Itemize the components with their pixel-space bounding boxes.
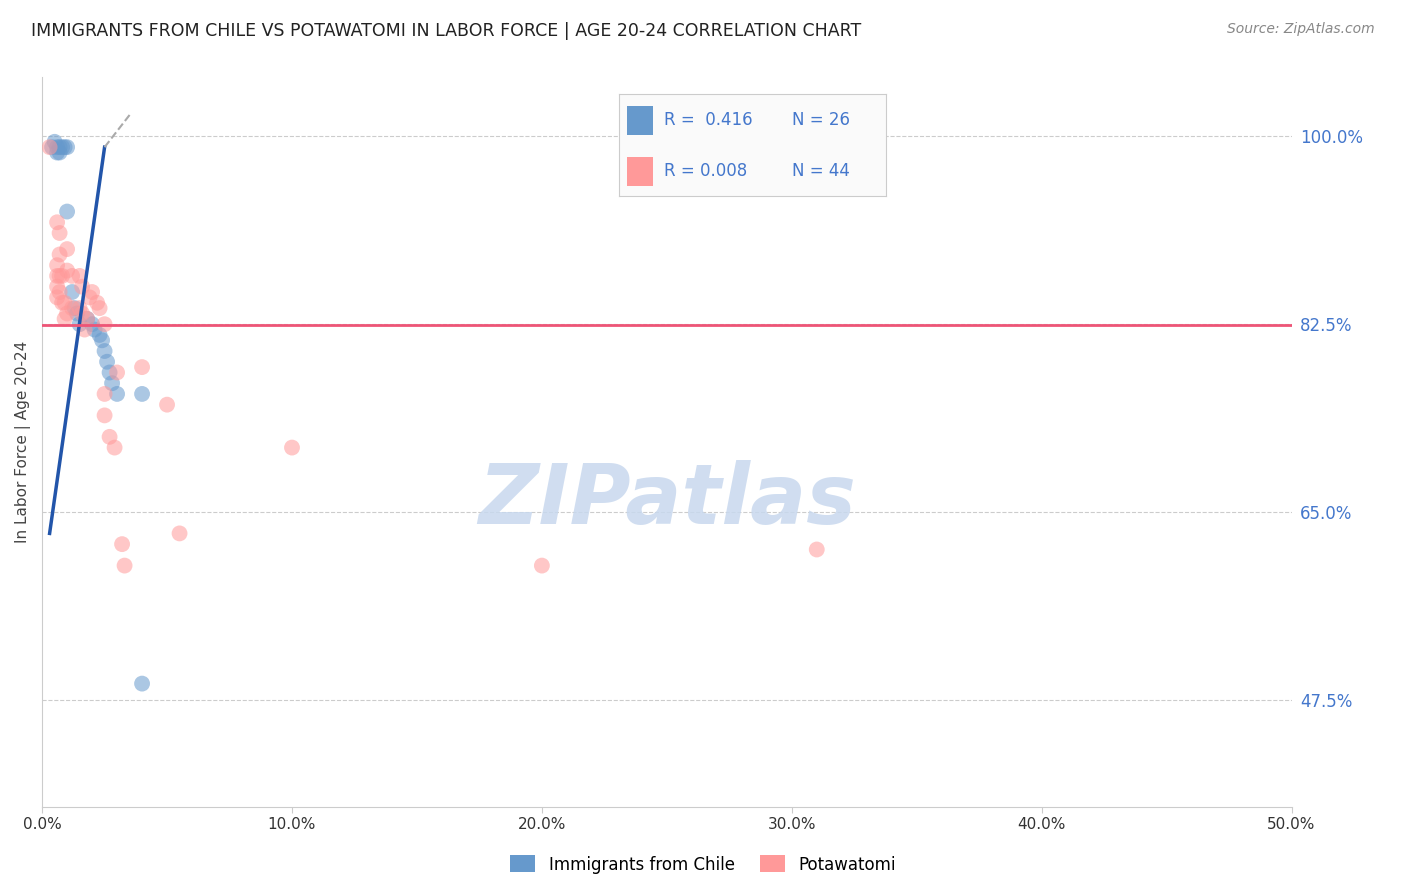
Point <box>98 366 121 380</box>
Point <box>93 409 115 423</box>
Point <box>806 542 828 557</box>
Text: ZIPatlas: ZIPatlas <box>478 460 856 541</box>
Point <box>48 140 70 154</box>
Point <box>80 317 103 331</box>
Point <box>93 317 115 331</box>
Point <box>60 268 83 283</box>
Point <box>53 295 76 310</box>
Point <box>51 268 73 283</box>
Point <box>83 322 105 336</box>
Point <box>79 290 101 304</box>
Point <box>46 140 69 154</box>
Point <box>63 301 86 315</box>
Point <box>69 317 91 331</box>
Point <box>53 140 76 154</box>
Point <box>56 204 79 219</box>
Point <box>131 360 153 375</box>
Point <box>281 441 304 455</box>
Point <box>48 226 70 240</box>
Point <box>103 441 125 455</box>
Point <box>105 366 128 380</box>
Point <box>46 215 69 229</box>
Point <box>530 558 553 573</box>
Point <box>56 306 79 320</box>
Point <box>44 135 66 149</box>
Text: N = 44: N = 44 <box>793 162 851 180</box>
Point <box>96 355 118 369</box>
Point <box>105 387 128 401</box>
Point <box>48 247 70 261</box>
Text: R =  0.416: R = 0.416 <box>664 111 752 128</box>
Point <box>46 290 69 304</box>
Point <box>56 140 79 154</box>
Point <box>48 268 70 283</box>
Bar <box>627 106 654 135</box>
Point <box>46 279 69 293</box>
Y-axis label: In Labor Force | Age 20-24: In Labor Force | Age 20-24 <box>15 341 31 543</box>
Point <box>101 376 124 391</box>
Point <box>41 140 63 154</box>
Point <box>48 145 70 160</box>
Point <box>56 263 79 277</box>
Point <box>93 387 115 401</box>
Point <box>69 268 91 283</box>
Point <box>46 268 69 283</box>
Point <box>131 676 153 690</box>
Point <box>66 306 89 320</box>
Text: IMMIGRANTS FROM CHILE VS POTAWATOMI IN LABOR FORCE | AGE 20-24 CORRELATION CHART: IMMIGRANTS FROM CHILE VS POTAWATOMI IN L… <box>31 22 862 40</box>
Point <box>51 295 73 310</box>
Point <box>53 311 76 326</box>
Point <box>93 344 115 359</box>
Point <box>91 333 114 347</box>
Point <box>111 537 134 551</box>
Point <box>114 558 136 573</box>
Point <box>131 387 153 401</box>
Point <box>46 258 69 272</box>
Text: N = 26: N = 26 <box>793 111 851 128</box>
Point <box>69 301 91 315</box>
Point <box>156 398 179 412</box>
Point <box>76 311 98 326</box>
Text: Source: ZipAtlas.com: Source: ZipAtlas.com <box>1227 22 1375 37</box>
Bar <box>627 157 654 186</box>
Point <box>86 295 108 310</box>
Point <box>46 145 69 160</box>
Point <box>80 285 103 299</box>
Point <box>70 306 93 320</box>
Point <box>48 285 70 299</box>
Legend: Immigrants from Chile, Potawatomi: Immigrants from Chile, Potawatomi <box>502 847 904 882</box>
Point <box>56 242 79 256</box>
Point <box>89 327 111 342</box>
Point <box>98 430 121 444</box>
Point <box>76 311 98 326</box>
Point <box>60 285 83 299</box>
Point <box>73 322 96 336</box>
Point <box>38 140 60 154</box>
Text: R = 0.008: R = 0.008 <box>664 162 748 180</box>
Point <box>169 526 191 541</box>
Point <box>51 140 73 154</box>
Point <box>60 301 83 315</box>
Point <box>89 301 111 315</box>
Point <box>70 279 93 293</box>
